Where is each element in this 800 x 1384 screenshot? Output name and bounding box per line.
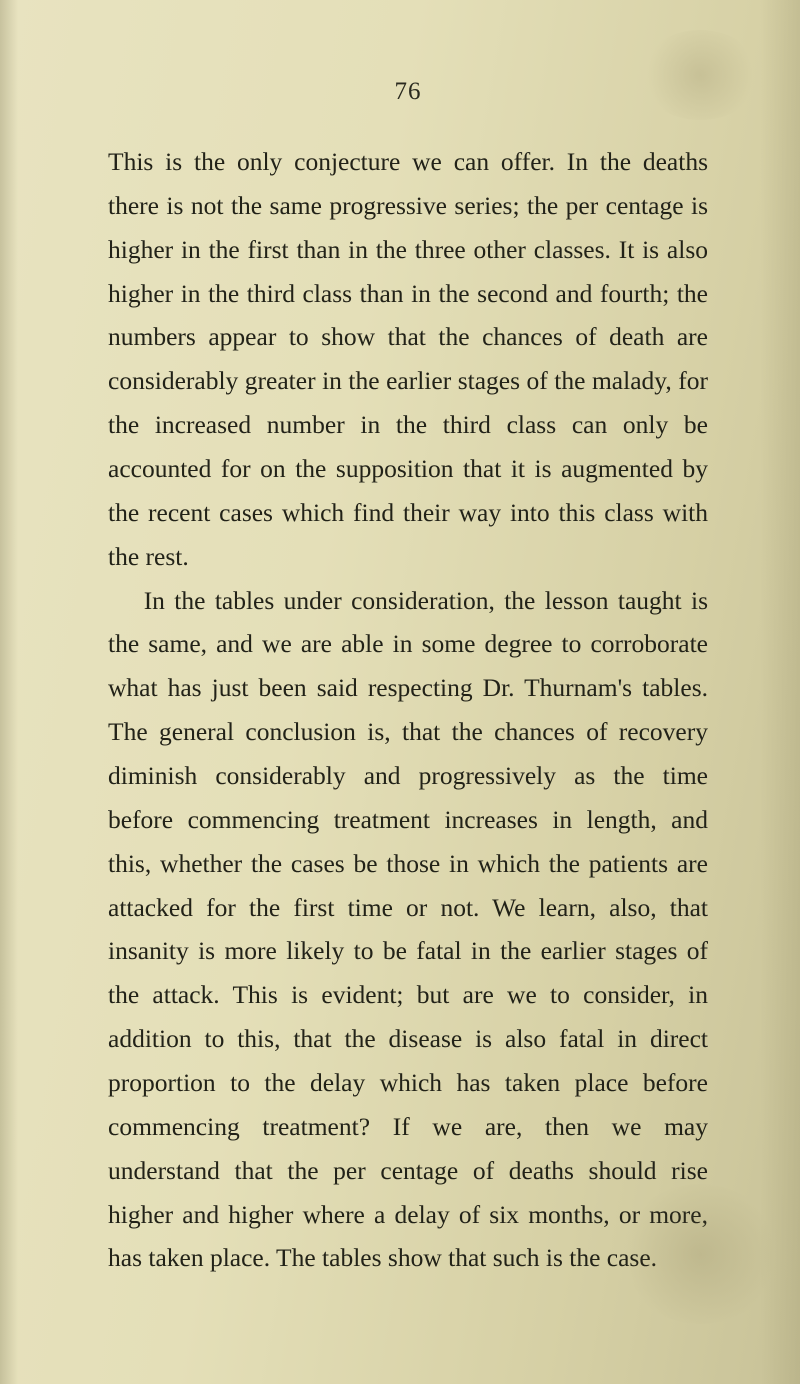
scanned-page: 76 This is the only conjecture we can of… xyxy=(0,0,800,1384)
paragraph: This is the only conjecture we can offer… xyxy=(108,140,708,579)
page-stain xyxy=(640,30,760,120)
body-text: This is the only conjecture we can offer… xyxy=(108,140,708,1280)
paragraph: In the tables under consideration, the l… xyxy=(108,579,708,1281)
page-number: 76 xyxy=(108,78,708,106)
